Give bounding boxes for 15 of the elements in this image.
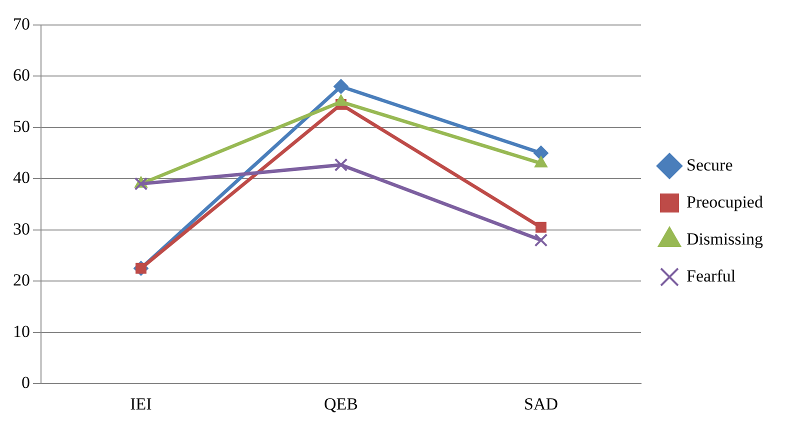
y-tick-label: 0	[22, 373, 30, 392]
x-tick-label: QEB	[324, 394, 358, 414]
y-tick-label: 10	[13, 322, 30, 341]
legend-label: Fearful	[686, 266, 736, 286]
x-tick-label: IEI	[130, 394, 152, 414]
y-tick-label: 20	[13, 270, 30, 290]
y-tick-label: 70	[13, 14, 30, 34]
legend-label: Preocupied	[686, 192, 764, 212]
legend-label: Dismissing	[686, 229, 764, 248]
y-tick-label: 30	[13, 219, 30, 238]
x-tick-label: SAD	[524, 394, 558, 414]
legend-label: Secure	[686, 155, 733, 174]
y-tick-label: 50	[13, 116, 30, 136]
y-tick-label: 60	[13, 66, 30, 85]
y-tick-label: 40	[13, 168, 30, 188]
